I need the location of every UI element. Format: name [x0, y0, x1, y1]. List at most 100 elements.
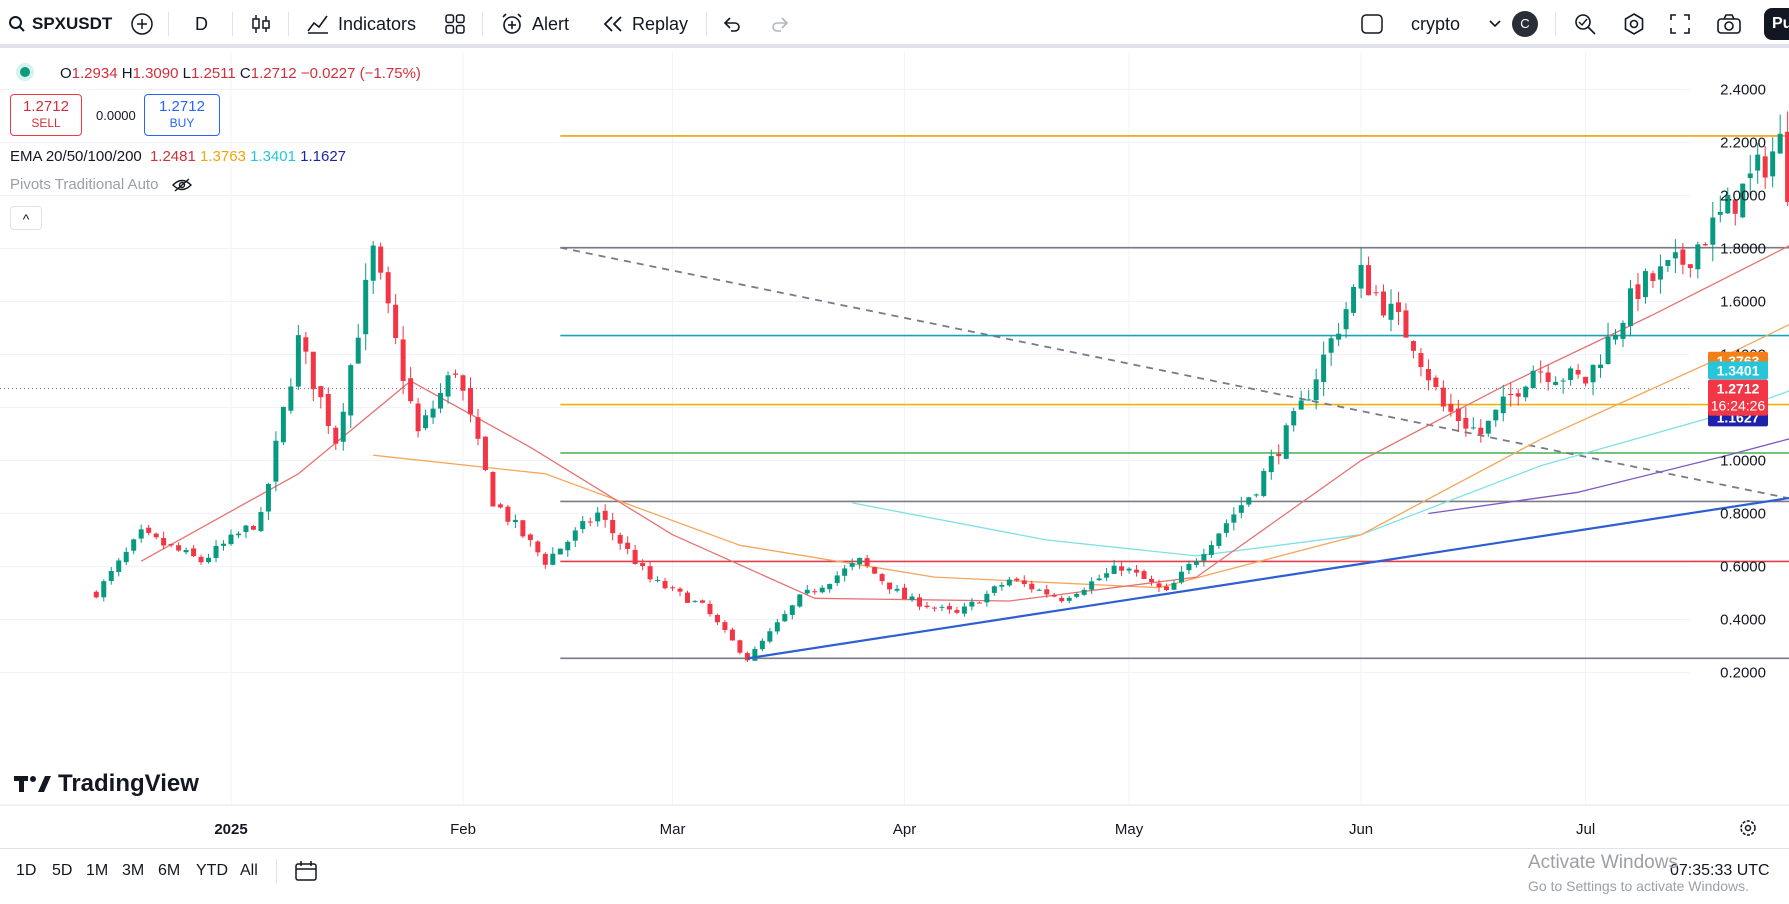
- candle-body: [961, 606, 967, 614]
- layout-toggle-button[interactable]: [1360, 0, 1384, 48]
- bottom-toolbar: 1D 5D 1M 3M 6M YTD All 07:35:33 UTC: [0, 848, 1789, 904]
- candle-body: [408, 378, 414, 402]
- candle-body: [834, 575, 840, 584]
- range-button-6m[interactable]: 6M: [158, 862, 181, 879]
- last-price-tag: [1708, 379, 1768, 416]
- layout-menu[interactable]: crypto: [1411, 0, 1502, 48]
- candle-body: [1313, 379, 1319, 401]
- indicators-button[interactable]: Indicators: [306, 0, 416, 48]
- candle-body: [602, 510, 608, 520]
- publish-button[interactable]: Pu: [1764, 0, 1789, 48]
- candle-body: [1163, 586, 1169, 590]
- ema-legend[interactable]: EMA 20/50/100/200 1.2481 1.3763 1.3401 1…: [10, 148, 346, 165]
- tradingview-watermark[interactable]: TradingView: [14, 770, 199, 798]
- symbol-name: SPXUSDT: [32, 14, 113, 33]
- last-price-label: 1.2712: [1717, 381, 1760, 397]
- account-initial: C: [1512, 11, 1538, 37]
- account-avatar[interactable]: C: [1512, 0, 1538, 48]
- range-button-1d[interactable]: 1D: [16, 862, 37, 879]
- candle-body: [235, 533, 241, 536]
- candle-body: [1583, 376, 1589, 384]
- replay-label: Replay: [632, 13, 689, 34]
- range-button-all[interactable]: All: [240, 862, 258, 879]
- pivots-legend[interactable]: Pivots Traditional Auto: [10, 176, 193, 193]
- high-label: H: [121, 65, 133, 82]
- candle-body: [243, 525, 249, 532]
- buy-button[interactable]: 1.2712 BUY: [144, 94, 220, 136]
- range-button-ytd[interactable]: YTD: [196, 862, 228, 879]
- toolbar-divider: [706, 12, 707, 36]
- replay-button[interactable]: Replay: [602, 0, 688, 48]
- settings-button[interactable]: [1622, 0, 1646, 48]
- candle-body: [872, 567, 878, 574]
- eye-off-icon[interactable]: [171, 177, 193, 193]
- candle-body: [1156, 583, 1162, 587]
- interval-label: D: [195, 13, 208, 34]
- snapshot-button[interactable]: [1716, 0, 1742, 48]
- settings-gear-axis[interactable]: [1738, 818, 1758, 843]
- candle-body: [340, 411, 346, 442]
- candle-body: [595, 512, 601, 522]
- candle-body: [138, 529, 144, 539]
- ohlc-values: O1.2934 H1.3090 L1.2511 C1.2712 −0.0227 …: [60, 65, 421, 82]
- indicators-label: Indicators: [338, 13, 417, 34]
- candle-body: [1351, 286, 1357, 313]
- candle-body: [1395, 302, 1401, 312]
- candle-body: [333, 427, 339, 444]
- price-tick-label: 2.4000: [1720, 82, 1766, 99]
- alert-button[interactable]: Alert: [500, 0, 569, 48]
- utc-time: 07:35:33 UTC: [1670, 862, 1770, 879]
- clock-display[interactable]: 07:35:33 UTC: [1670, 849, 1770, 893]
- range-button-5d[interactable]: 5D: [52, 862, 73, 879]
- candle-body: [520, 520, 526, 537]
- quick-search-button[interactable]: [1573, 0, 1597, 48]
- candle-body: [213, 545, 219, 558]
- candle-body: [438, 392, 444, 409]
- compare-button[interactable]: [130, 0, 154, 48]
- candle-body: [318, 386, 324, 398]
- candle-body: [400, 339, 406, 381]
- candle-body: [954, 610, 960, 613]
- candle-body: [1193, 561, 1199, 565]
- sell-button[interactable]: 1.2712 SELL: [10, 94, 82, 136]
- collapse-legend-button[interactable]: ^: [10, 206, 42, 230]
- candle-body: [1515, 393, 1521, 397]
- interval-button[interactable]: D: [195, 0, 208, 48]
- activate-windows-title: Activate Windows: [1528, 852, 1678, 873]
- candle-body: [183, 549, 189, 553]
- chart-canvas[interactable]: 1.272 (2.2247)1 (1.8032)0.786 (1.4715)0.…: [0, 52, 1789, 848]
- candle-body: [1141, 571, 1147, 579]
- range-button-3m[interactable]: 3M: [122, 862, 145, 879]
- candle-body: [946, 606, 952, 610]
- time-tick-label: Jul: [1576, 821, 1595, 838]
- chart-type-button[interactable]: [250, 0, 272, 48]
- candle-body: [423, 415, 429, 429]
- candle-body: [744, 653, 750, 661]
- fullscreen-button[interactable]: [1669, 0, 1691, 48]
- layouts-button[interactable]: [444, 0, 466, 48]
- chevron-down-icon: [1489, 20, 1501, 28]
- candle-body: [310, 351, 316, 390]
- undo-button[interactable]: [722, 0, 742, 48]
- candle-body: [1538, 371, 1544, 373]
- candle-body: [378, 246, 384, 273]
- tradingview-wordmark: TradingView: [58, 770, 199, 797]
- candle-body: [1373, 292, 1379, 294]
- goto-date-button[interactable]: [294, 849, 318, 893]
- candle-body: [1059, 597, 1065, 602]
- candle-body: [1665, 260, 1671, 266]
- candle-body: [1149, 578, 1155, 582]
- candle-body: [917, 597, 923, 607]
- close-label: C: [239, 65, 251, 82]
- redo-button[interactable]: [770, 0, 790, 48]
- candles: [93, 111, 1789, 662]
- redo-icon: [772, 17, 789, 32]
- range-button-1m[interactable]: 1M: [86, 862, 109, 879]
- candle-body: [198, 556, 204, 563]
- candle-body: [505, 506, 511, 522]
- candle-body: [1410, 341, 1416, 351]
- candle-body: [759, 640, 765, 650]
- candle-body: [1201, 554, 1207, 561]
- time-tick-label: May: [1115, 821, 1144, 838]
- symbol-search[interactable]: SPXUSDT: [8, 0, 112, 48]
